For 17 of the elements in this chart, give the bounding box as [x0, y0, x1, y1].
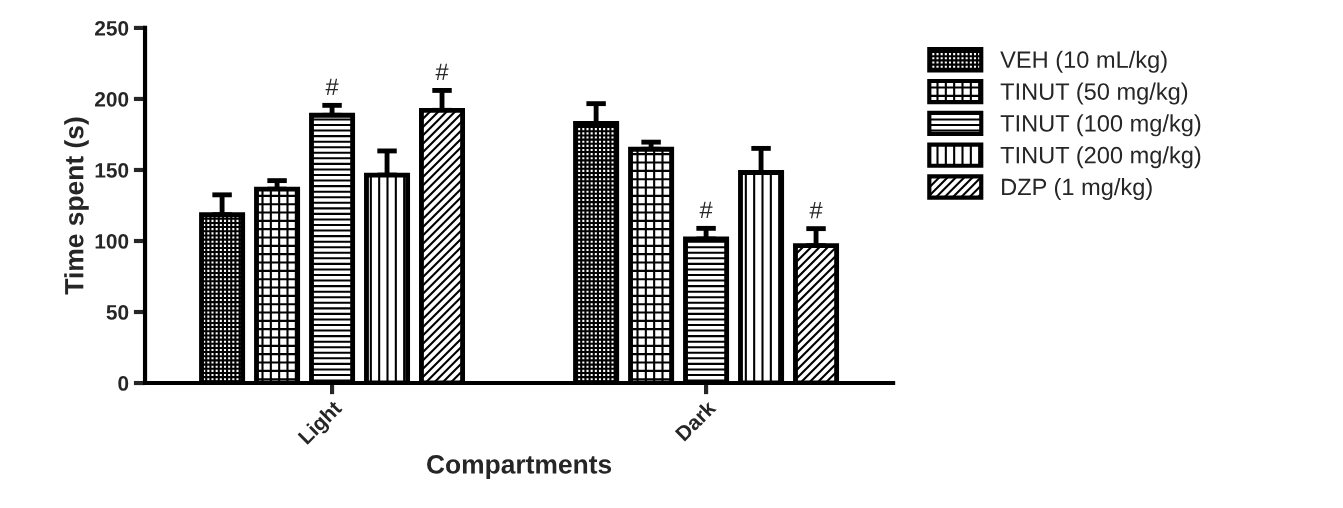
legend-label: DZP (1 mg/kg)	[1002, 178, 1152, 201]
y-tick-label: 200	[95, 91, 129, 107]
data-label: #	[325, 78, 339, 95]
legend-label: TINUT (200 mg/kg)	[1000, 146, 1201, 169]
legend-label: TINUT (100 mg/kg)	[1000, 114, 1201, 137]
data-label: #	[435, 63, 449, 80]
y-tick-label: 0	[118, 376, 129, 391]
data-label: #	[699, 201, 713, 218]
y-axis-title: Time spent (s)	[64, 117, 89, 295]
legend-label: TINUT (50 mg/kg)	[1000, 82, 1188, 105]
legend-label: VEH (10 mL/kg)	[1000, 50, 1167, 73]
y-tick-label: 100	[95, 234, 129, 249]
x-axis-title: Compartments	[427, 455, 612, 479]
y-tick-label: 150	[95, 162, 129, 178]
y-tick-label: 250	[95, 20, 129, 36]
y-tick-label: 50	[106, 305, 129, 320]
data-label: #	[809, 202, 823, 219]
